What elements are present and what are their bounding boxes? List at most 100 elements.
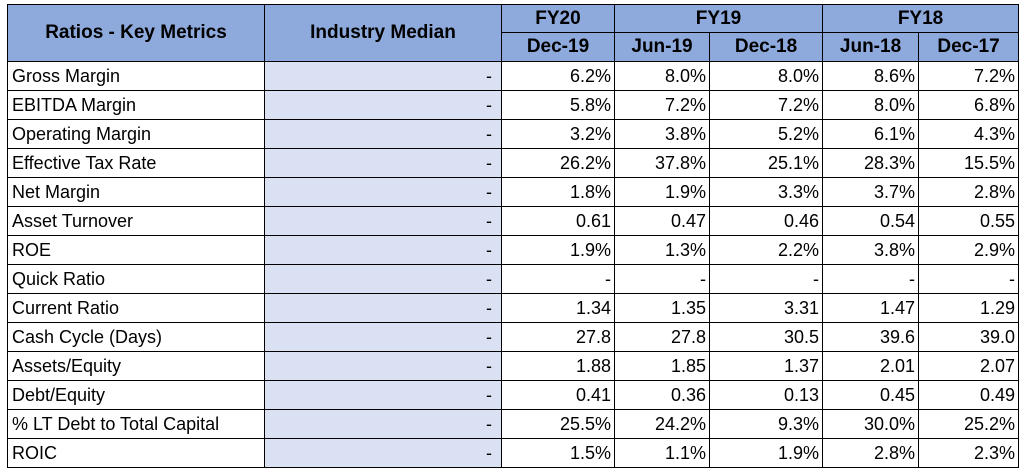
- metric-value-cell: 15.5%: [918, 148, 1020, 178]
- metric-value-cell: 5.2%: [708, 119, 824, 149]
- metric-value-cell: 26.2%: [501, 148, 615, 178]
- metric-column-header: Ratios - Key Metrics: [7, 4, 265, 62]
- key-metrics-table: Ratios - Key Metrics Industry Median FY2…: [7, 4, 1020, 468]
- metric-value-cell: 2.3%: [918, 438, 1020, 468]
- industry-median-cell: -: [264, 119, 502, 149]
- metric-value-cell: 4.3%: [918, 119, 1020, 149]
- metric-value-cell: 27.8: [501, 322, 615, 352]
- metric-value-cell: 8.0%: [708, 61, 824, 91]
- metric-name-cell: Debt/Equity: [7, 380, 265, 410]
- table-row: Asset Turnover -0.61 0.47 0.46 0.54 0.55: [7, 206, 1020, 236]
- metric-name-cell: Assets/Equity: [7, 351, 265, 381]
- table-row: Effective Tax Rate -26.2% 37.8% 25.1% 28.3% 1…: [7, 148, 1020, 178]
- metric-name-cell: Net Margin: [7, 177, 265, 207]
- metric-value-cell: -: [822, 264, 920, 294]
- metric-value-cell: 37.8%: [614, 148, 710, 178]
- table-row: Cash Cycle (Days) -27.8 27.8 30.5 39.6 39.0: [7, 322, 1020, 352]
- metric-value-cell: -: [708, 264, 824, 294]
- period-header: Dec-19: [501, 32, 615, 62]
- metric-value-cell: 0.36: [614, 380, 710, 410]
- metric-name-cell: ROIC: [7, 438, 265, 468]
- metric-value-cell: 25.1%: [708, 148, 824, 178]
- metric-value-cell: 1.37: [708, 351, 824, 381]
- metric-value-cell: 0.61: [501, 206, 615, 236]
- metric-value-cell: 1.35: [614, 293, 710, 323]
- median-column-header: Industry Median: [264, 4, 502, 62]
- metric-name-cell: Asset Turnover: [7, 206, 265, 236]
- metric-value-cell: 3.7%: [822, 177, 920, 207]
- metric-value-cell: 8.0%: [614, 61, 710, 91]
- metric-value-cell: 30.0%: [822, 409, 920, 439]
- table-row: Operating Margin -3.2% 3.8% 5.2% 6.1% 4.3%: [7, 119, 1020, 149]
- metric-value-cell: 28.3%: [822, 148, 920, 178]
- table-row: % LT Debt to Total Capital -25.5% 24.2% 9.3…: [7, 409, 1020, 439]
- metric-name-cell: Operating Margin: [7, 119, 265, 149]
- metric-value-cell: 0.45: [822, 380, 920, 410]
- metric-value-cell: 5.8%: [501, 90, 615, 120]
- table-row: Quick Ratio - - - - - -: [7, 264, 1020, 294]
- header-row-fiscal-years: Ratios - Key Metrics Industry Median FY2…: [7, 4, 1020, 62]
- metric-name-cell: % LT Debt to Total Capital: [7, 409, 265, 439]
- metric-value-cell: 0.49: [918, 380, 1020, 410]
- metric-name-cell: Cash Cycle (Days): [7, 322, 265, 352]
- metric-value-cell: 1.8%: [501, 177, 615, 207]
- metric-value-cell: 2.01: [822, 351, 920, 381]
- metric-value-cell: 0.55: [918, 206, 1020, 236]
- metric-value-cell: 0.41: [501, 380, 615, 410]
- metric-value-cell: 8.0%: [822, 90, 920, 120]
- metric-name-cell: EBITDA Margin: [7, 90, 265, 120]
- table-row: Current Ratio -1.34 1.35 3.31 1.47 1.29: [7, 293, 1020, 323]
- industry-median-cell: -: [264, 148, 502, 178]
- fiscal-year-header-fy19: FY19: [613, 4, 824, 33]
- industry-median-cell: -: [264, 380, 502, 410]
- period-header: Dec-18: [708, 32, 824, 62]
- fiscal-year-header-fy20: FY20: [501, 4, 615, 33]
- industry-median-cell: -: [264, 206, 502, 236]
- metric-value-cell: 3.2%: [501, 119, 615, 149]
- period-header: Jun-18: [822, 32, 920, 62]
- metric-value-cell: 7.2%: [708, 90, 824, 120]
- metric-value-cell: 1.88: [501, 351, 615, 381]
- fiscal-year-header-fy18: FY18: [822, 4, 1020, 33]
- metric-value-cell: 0.47: [614, 206, 710, 236]
- table-body: Gross Margin -6.2% 8.0% 8.0% 8.6% 7.2% EBITDA …: [7, 61, 1020, 468]
- period-header: Jun-19: [614, 32, 710, 62]
- metric-value-cell: 27.8: [614, 322, 710, 352]
- metric-value-cell: 3.3%: [708, 177, 824, 207]
- metric-value-cell: 3.8%: [614, 119, 710, 149]
- industry-median-cell: -: [264, 293, 502, 323]
- metric-value-cell: 1.47: [822, 293, 920, 323]
- metric-name-cell: Quick Ratio: [7, 264, 265, 294]
- metric-value-cell: 9.3%: [708, 409, 824, 439]
- metric-name-cell: Current Ratio: [7, 293, 265, 323]
- metric-value-cell: 1.85: [614, 351, 710, 381]
- industry-median-cell: -: [264, 61, 502, 91]
- metric-value-cell: 1.34: [501, 293, 615, 323]
- metric-value-cell: 3.8%: [822, 235, 920, 265]
- metric-value-cell: 1.9%: [501, 235, 615, 265]
- metric-value-cell: 6.8%: [918, 90, 1020, 120]
- metric-value-cell: 0.13: [708, 380, 824, 410]
- metric-value-cell: 1.29: [918, 293, 1020, 323]
- table-row: Assets/Equity -1.88 1.85 1.37 2.01 2.07: [7, 351, 1020, 381]
- table-row: Gross Margin -6.2% 8.0% 8.0% 8.6% 7.2%: [7, 61, 1020, 91]
- metric-value-cell: 1.1%: [614, 438, 710, 468]
- metric-value-cell: 2.07: [918, 351, 1020, 381]
- metric-value-cell: 7.2%: [614, 90, 710, 120]
- metric-value-cell: 1.3%: [614, 235, 710, 265]
- metric-value-cell: 25.5%: [501, 409, 615, 439]
- metric-value-cell: 3.31: [708, 293, 824, 323]
- industry-median-cell: -: [264, 322, 502, 352]
- metric-name-cell: Gross Margin: [7, 61, 265, 91]
- metric-value-cell: 6.1%: [822, 119, 920, 149]
- metric-value-cell: 2.2%: [708, 235, 824, 265]
- table-row: Net Margin -1.8% 1.9% 3.3% 3.7% 2.8%: [7, 177, 1020, 207]
- metric-value-cell: 8.6%: [822, 61, 920, 91]
- industry-median-cell: -: [264, 409, 502, 439]
- metric-value-cell: 0.46: [708, 206, 824, 236]
- metric-value-cell: 1.9%: [614, 177, 710, 207]
- metric-name-cell: ROE: [7, 235, 265, 265]
- table-row: ROIC -1.5% 1.1% 1.9% 2.8% 2.3%: [7, 438, 1020, 468]
- table-row: ROE -1.9% 1.3% 2.2% 3.8% 2.9%: [7, 235, 1020, 265]
- metric-value-cell: 25.2%: [918, 409, 1020, 439]
